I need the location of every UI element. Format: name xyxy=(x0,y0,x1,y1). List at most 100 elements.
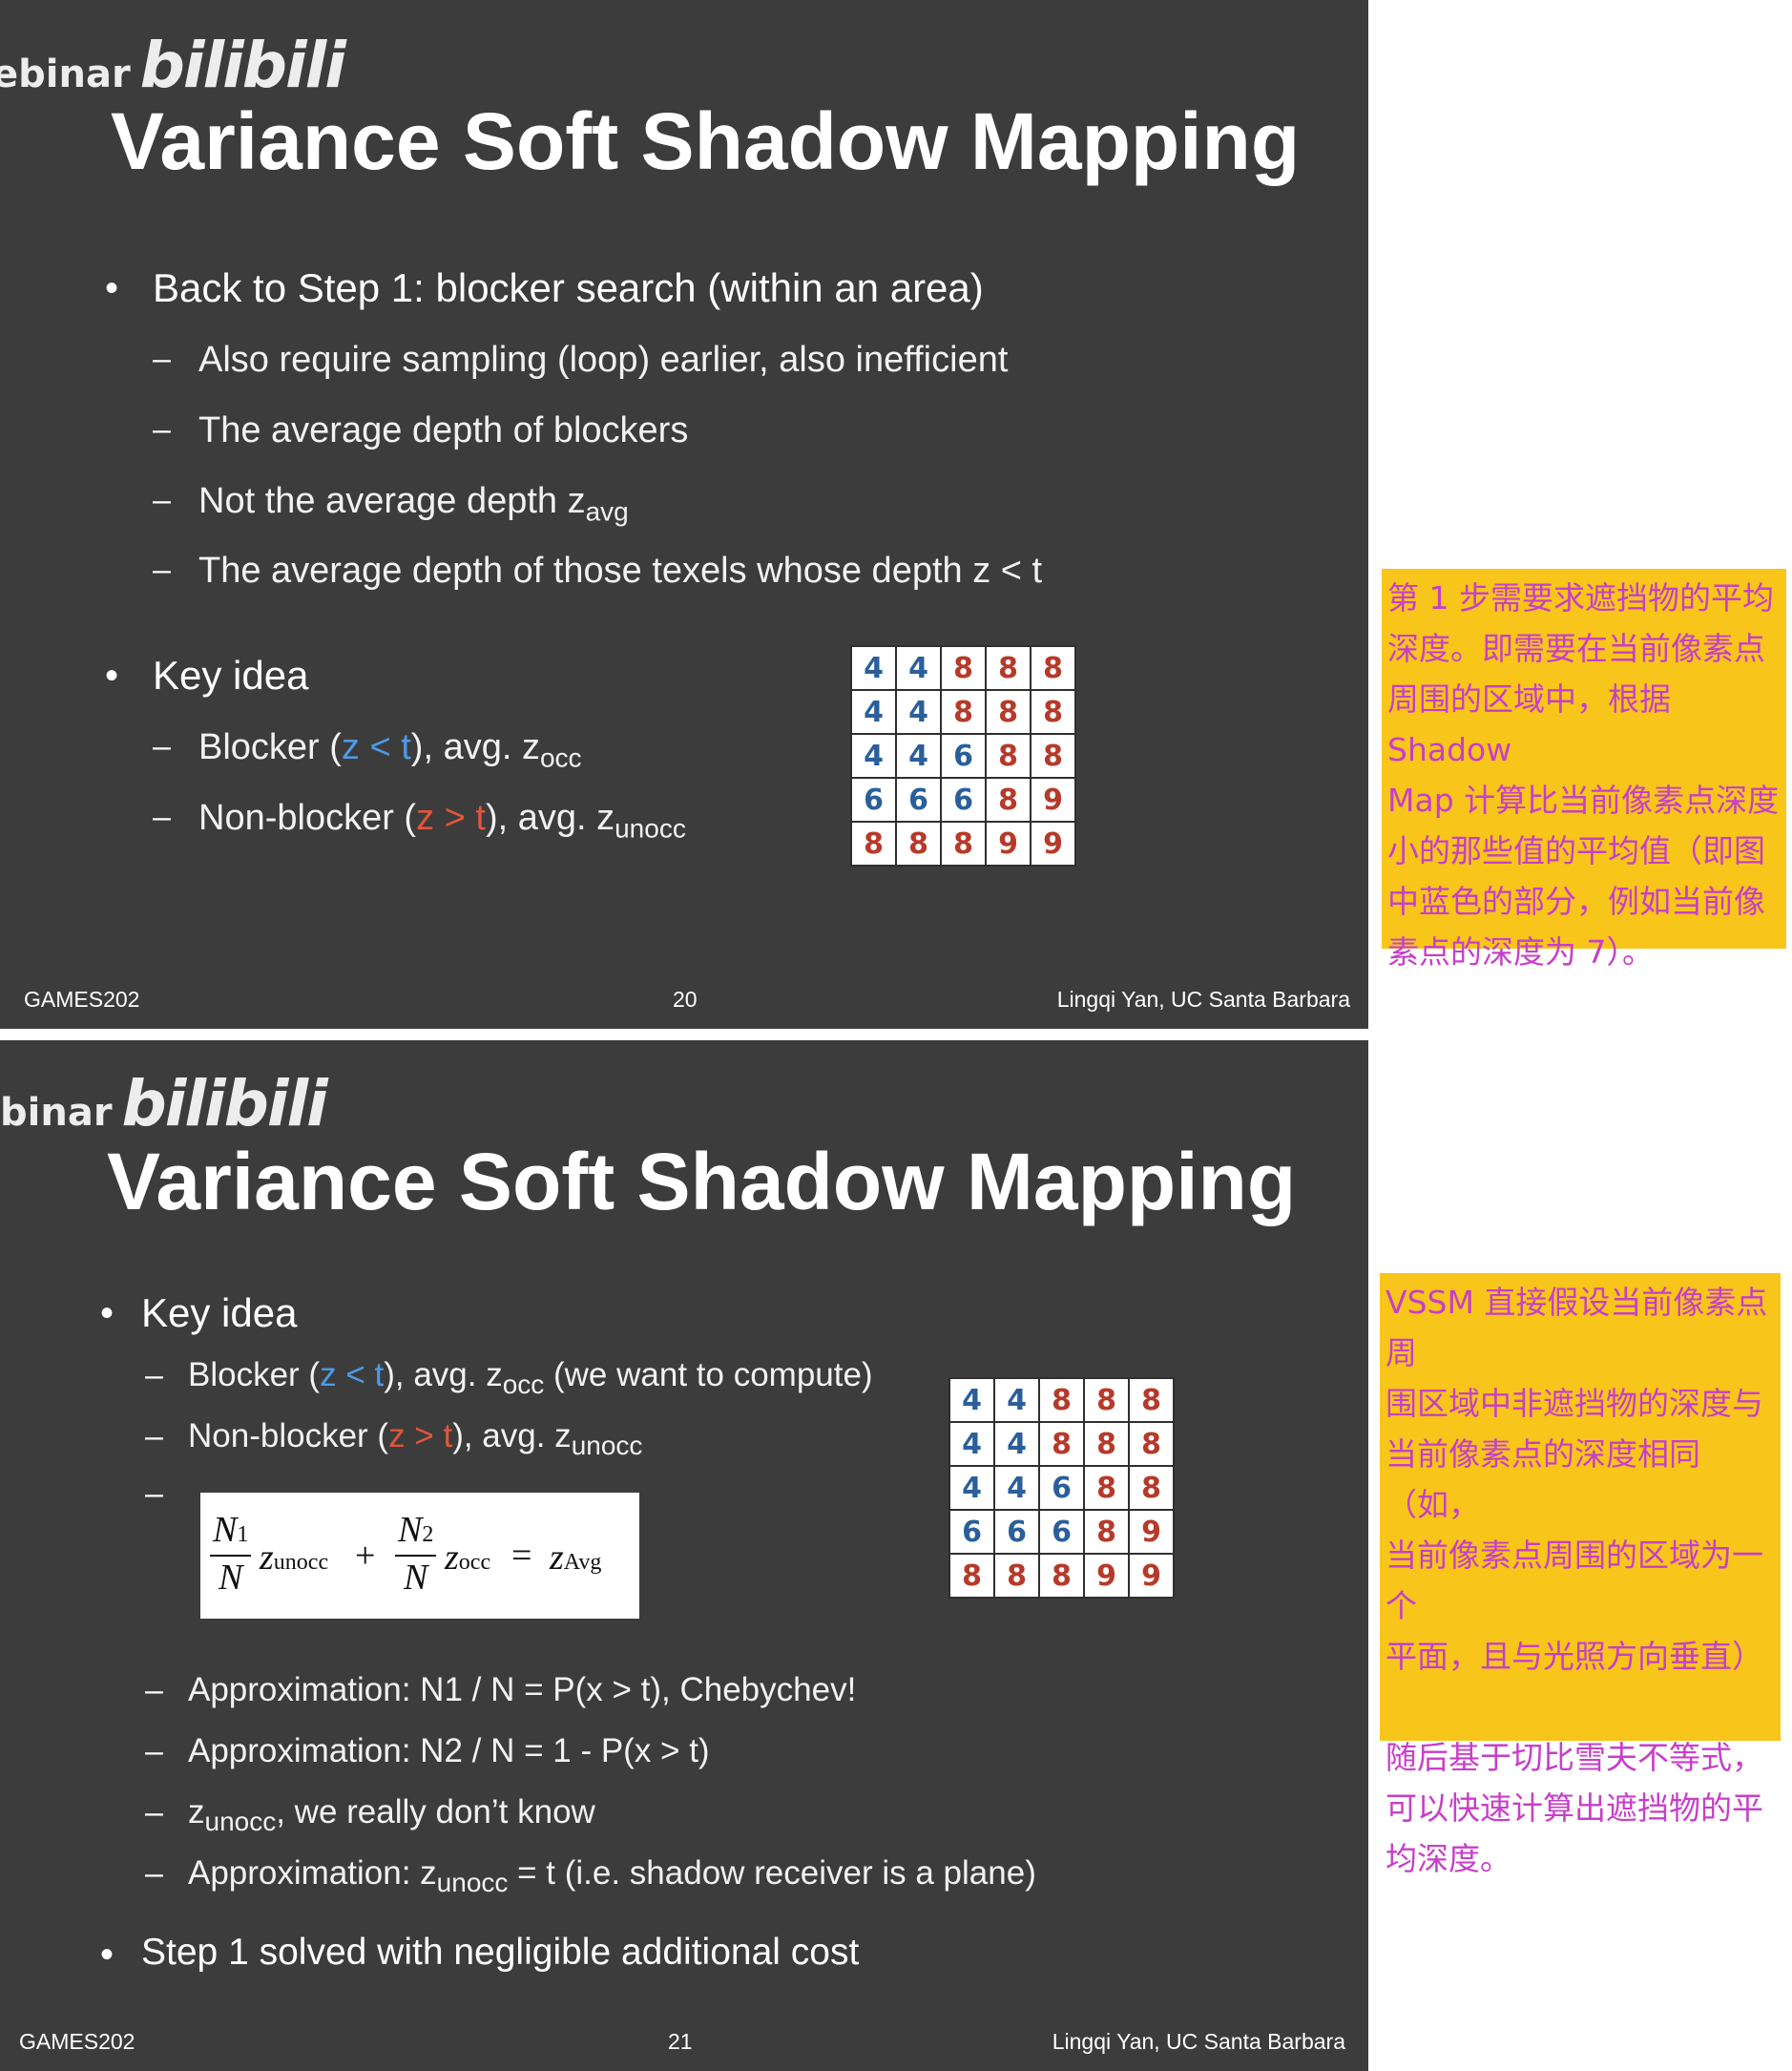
bullet-dot: • xyxy=(100,1292,115,1334)
dash: – xyxy=(153,482,171,518)
grid-cell-nonblocker: 8 xyxy=(1128,1465,1175,1511)
sub-nonblocker: Non-blocker (z > t), avg. zunocc xyxy=(198,798,686,845)
grid-cell-nonblocker: 8 xyxy=(940,821,987,867)
blue-condition: z < t xyxy=(320,1356,385,1393)
grid-cell-nonblocker: 9 xyxy=(1128,1553,1175,1599)
dash: – xyxy=(145,1855,163,1892)
text: z xyxy=(445,1538,459,1578)
sub-texels: The average depth of those texels whose … xyxy=(198,551,1043,591)
dash: – xyxy=(153,728,171,764)
numerator: N1 xyxy=(210,1510,252,1557)
grid-cell-nonblocker: 9 xyxy=(1030,821,1076,867)
grid-cell-nonblocker: 8 xyxy=(1083,1465,1130,1511)
grid-cell-blocker: 4 xyxy=(895,689,942,735)
plus-sign: + xyxy=(355,1536,376,1576)
subscript: Avg xyxy=(563,1550,602,1575)
dash: – xyxy=(153,552,171,588)
annotation-note-step1: 第 1 步需要求遮挡物的平均 深度。即需要在当前像素点 周围的区域中，根据 Sh… xyxy=(1382,569,1786,971)
grid-cell-nonblocker: 8 xyxy=(1083,1421,1130,1467)
sub-blocker: Blocker (z < t), avg. zocc xyxy=(198,727,582,774)
text: Approximation: z xyxy=(188,1854,437,1892)
grid-cell-nonblocker: 8 xyxy=(1030,733,1076,779)
grid-cell-blocker: 4 xyxy=(948,1465,995,1511)
grid-cell-blocker: 6 xyxy=(948,1509,995,1555)
bullet-step1: Back to Step 1: blocker search (within a… xyxy=(153,265,984,310)
footer-author: Lingqi Yan, UC Santa Barbara xyxy=(1052,2029,1345,2054)
footer-course: GAMES202 xyxy=(19,2029,135,2054)
subscript: avg xyxy=(585,496,629,527)
grid-cell-nonblocker: 9 xyxy=(1128,1509,1175,1555)
grid-cell-nonblocker: 8 xyxy=(940,689,987,735)
grid-cell-blocker: 4 xyxy=(948,1377,995,1423)
red-condition: z > t xyxy=(388,1417,453,1454)
footer-author: Lingqi Yan, UC Santa Barbara xyxy=(1056,987,1350,1012)
grid-cell-nonblocker: 8 xyxy=(948,1553,995,1599)
term-zocc: zocc xyxy=(445,1537,490,1579)
grid-cell-nonblocker: 8 xyxy=(1038,1377,1085,1423)
watermark-text: ebinar xyxy=(0,52,131,96)
grid-cell-nonblocker: 8 xyxy=(985,645,1031,691)
bilibili-logo: bilibili xyxy=(139,29,346,102)
bullet-key-idea: Key idea xyxy=(141,1290,298,1335)
slide-20: ebinar bilibili Variance Soft Shadow Mapp… xyxy=(0,0,1368,1029)
grid-cell-nonblocker: 8 xyxy=(1083,1377,1130,1423)
slide-21: binar bilibili Variance Soft Shadow Mappi… xyxy=(0,1040,1368,2071)
subscript: unocc xyxy=(615,813,686,844)
bilibili-watermark: binar bilibili xyxy=(0,1067,328,1140)
grid-cell-nonblocker: 8 xyxy=(1128,1421,1175,1467)
grid-cell-blocker: 6 xyxy=(940,777,987,823)
subscript: 2 xyxy=(422,1522,434,1547)
bullet-key-idea: Key idea xyxy=(153,653,309,698)
subscript: unocc xyxy=(436,1868,509,1897)
text: , we really don’t know xyxy=(276,1793,595,1830)
dash: – xyxy=(153,411,171,448)
grid-cell-nonblocker: 8 xyxy=(985,733,1031,779)
grid-cell-nonblocker: 8 xyxy=(940,645,987,691)
subscript: occ xyxy=(458,1550,491,1575)
dash: – xyxy=(145,1733,163,1769)
dash: – xyxy=(145,1672,163,1708)
subscript: unocc xyxy=(571,1431,643,1460)
text: Blocker ( xyxy=(198,727,342,767)
grid-cell-blocker: 4 xyxy=(993,1465,1040,1511)
sub-approx-n1: Approximation: N1 / N = P(x > t), Chebyc… xyxy=(188,1671,857,1708)
term-zunocc: zunocc xyxy=(260,1537,328,1579)
subscript: unocc xyxy=(204,1807,277,1836)
subscript: occ xyxy=(502,1370,545,1399)
text: ), avg. z xyxy=(384,1356,503,1393)
sub-nonblocker: Non-blocker (z > t), avg. zunocc xyxy=(188,1417,642,1461)
grid-cell-nonblocker: 9 xyxy=(985,821,1031,867)
text: N xyxy=(398,1510,423,1550)
bullet-step1-solved: Step 1 solved with negligible additional… xyxy=(141,1932,860,1973)
dash: – xyxy=(145,1357,163,1393)
grid-cell-nonblocker: 8 xyxy=(1030,645,1076,691)
grid-cell-blocker: 4 xyxy=(895,733,942,779)
fraction-n2: N2 N xyxy=(395,1510,437,1599)
sub-blocker: Blocker (z < t), avg. zocc (we want to c… xyxy=(188,1356,873,1400)
fraction-n1: N1 N xyxy=(210,1510,252,1599)
bullet-dot: • xyxy=(100,1934,115,1976)
grid-cell-nonblocker: 8 xyxy=(1038,1421,1085,1467)
grid-cell-blocker: 4 xyxy=(948,1421,995,1467)
grid-cell-blocker: 6 xyxy=(850,777,897,823)
grid-cell-nonblocker: 8 xyxy=(1083,1509,1130,1555)
text: Not the average depth z xyxy=(198,481,586,521)
annotation-note-vssm: VSSM 直接假设当前像素点周 围区域中非遮挡物的深度与 当前像素点的深度相同（… xyxy=(1380,1273,1781,1877)
subscript: unocc xyxy=(273,1550,329,1575)
text: ), avg. z xyxy=(410,727,540,767)
bullet-dot: • xyxy=(105,267,119,309)
grid-cell-blocker: 4 xyxy=(850,645,897,691)
grid-cell-blocker: 6 xyxy=(1038,1509,1085,1555)
term-zavg: zAvg xyxy=(550,1537,601,1579)
watermark-text: binar xyxy=(0,1091,113,1135)
grid-cell-blocker: 6 xyxy=(993,1509,1040,1555)
grid-cell-blocker: 4 xyxy=(993,1421,1040,1467)
text: z xyxy=(550,1538,564,1578)
blue-condition: z < t xyxy=(341,727,411,767)
dash: – xyxy=(153,341,171,377)
